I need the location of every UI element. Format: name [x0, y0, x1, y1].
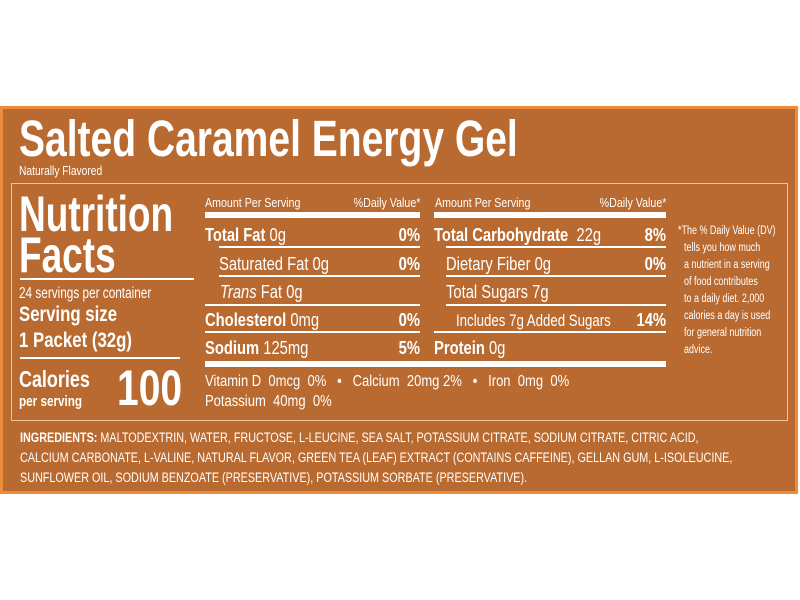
row-protein: Protein 0g — [434, 338, 506, 358]
thick-divider — [205, 212, 420, 218]
per-serving-label: per serving — [19, 393, 83, 410]
serving-size-value: 1 Packet (32g) — [19, 329, 132, 352]
footnote-line: advice. — [684, 344, 713, 356]
footnote-line: of food contributes — [684, 276, 758, 288]
micronutrients-line-1: Vitamin D 0mcg 0% • Calcium 20mg 2% • Ir… — [205, 373, 570, 390]
divider — [446, 275, 666, 277]
divider — [219, 275, 420, 277]
footnote-line: a nutrient in a serving — [684, 259, 770, 271]
nutrition-facts-box — [11, 183, 788, 421]
footnote-line: to a daily diet. 2,000 — [684, 293, 765, 305]
dv-dietary-fiber: 0% — [644, 254, 666, 274]
ingredients-line-1: INGREDIENTS: MALTODEXTRIN, WATER, FRUCTO… — [20, 430, 699, 445]
calories-label: Calories — [19, 366, 90, 392]
dv-total-fat: 0% — [398, 225, 420, 245]
row-cholesterol: Cholesterol 0mg — [205, 310, 320, 330]
footnote-line: calories a day is used — [684, 310, 771, 322]
servings-per-container: 24 servings per container — [19, 285, 152, 302]
header-daily-value: %Daily Value* — [353, 195, 420, 210]
footnote-line: for general nutrition — [684, 327, 762, 339]
product-title: Salted Caramel Energy Gel — [19, 110, 518, 167]
row-added-sugars: Includes 7g Added Sugars — [456, 311, 611, 330]
header-daily-value: %Daily Value* — [599, 195, 666, 210]
serving-size-label: Serving size — [19, 303, 118, 326]
ingredients-line-3: SUNFLOWER OIL, SODIUM BENZOATE (PRESERVA… — [20, 470, 528, 485]
facts-heading: Facts — [19, 227, 116, 283]
nutrition-label — [0, 106, 798, 494]
divider — [446, 304, 666, 306]
row-trans-fat: Trans Fat 0g — [220, 282, 303, 302]
row-saturated-fat: Saturated Fat 0g — [219, 254, 329, 274]
product-subtitle: Naturally Flavored — [19, 164, 103, 178]
nutrition-heading: Nutrition — [19, 186, 174, 242]
header-amount-per-serving: Amount Per Serving — [435, 195, 531, 210]
divider — [20, 357, 180, 359]
divider — [434, 331, 666, 333]
footnote-line: *The % Daily Value (DV) — [678, 225, 776, 237]
thick-divider — [205, 361, 666, 367]
divider — [20, 278, 194, 280]
dv-cholesterol: 0% — [398, 310, 420, 330]
row-sodium: Sodium 125mg — [205, 338, 309, 358]
micronutrients-line-2: Potassium 40mg 0% — [205, 393, 332, 410]
footnote-line: tells you how much — [684, 242, 761, 254]
dv-added-sugars: 14% — [636, 310, 666, 330]
row-total-carbohydrate: Total Carbohydrate 22g — [434, 225, 602, 245]
thick-divider — [434, 212, 666, 218]
divider — [219, 246, 420, 248]
ingredients-line-2: CALCIUM CARBONATE, L-VALINE, NATURAL FLA… — [20, 450, 733, 465]
row-total-fat: Total Fat 0g — [205, 225, 286, 245]
header-amount-per-serving: Amount Per Serving — [205, 195, 301, 210]
dv-sodium: 5% — [398, 338, 420, 358]
divider — [205, 331, 420, 333]
row-dietary-fiber: Dietary Fiber 0g — [446, 254, 552, 274]
dv-saturated-fat: 0% — [398, 254, 420, 274]
divider — [446, 246, 666, 248]
row-total-sugars: Total Sugars 7g — [446, 282, 549, 302]
calories-value: 100 — [117, 360, 183, 416]
divider — [205, 304, 420, 306]
dv-total-carbohydrate: 8% — [644, 225, 666, 245]
